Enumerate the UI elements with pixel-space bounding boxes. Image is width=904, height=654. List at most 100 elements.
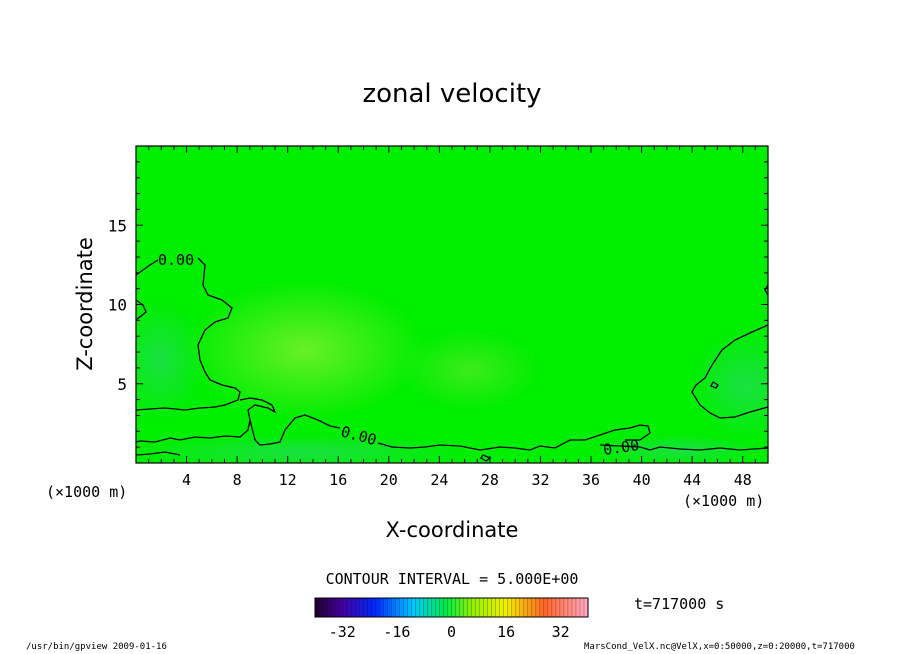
colorbar-cell xyxy=(419,598,424,617)
colorbar-cell xyxy=(519,598,525,617)
colorbar-cell xyxy=(407,598,412,617)
chart-title: zonal velocity xyxy=(362,79,541,109)
colorbar-cell xyxy=(355,598,360,617)
colorbar-cell xyxy=(463,598,469,617)
colorbar-cell xyxy=(543,598,549,617)
x-unit-label-right: (×1000 m) xyxy=(683,492,764,510)
colorbar-cell xyxy=(399,598,404,617)
y-axis-title: Z-coordinate xyxy=(73,237,97,371)
contour-line xyxy=(710,381,719,389)
colorbar-cell xyxy=(559,598,565,617)
positive-anomaly xyxy=(400,330,540,410)
contour-interval-label: CONTOUR INTERVAL = 5.000E+00 xyxy=(326,570,579,588)
colorbar-cell xyxy=(315,598,320,617)
colorbar-cell xyxy=(383,598,388,617)
colorbar-cell xyxy=(387,598,392,617)
x-tick-label: 16 xyxy=(329,471,347,489)
colorbar xyxy=(314,597,589,618)
colorbar-cell xyxy=(555,598,561,617)
colorbar-cell xyxy=(423,598,429,617)
colorbar-cell xyxy=(539,598,545,617)
colorbar-ticks: -32 -16 0 16 32 xyxy=(329,623,570,641)
colorbar-cell xyxy=(471,598,477,617)
colorbar-cell xyxy=(359,598,364,617)
x-axis-title: X-coordinate xyxy=(386,518,519,542)
colorbar-cell xyxy=(483,598,489,617)
colorbar-cell xyxy=(547,598,553,617)
colorbar-cell xyxy=(323,598,328,617)
negative-anomaly xyxy=(690,330,768,440)
colorbar-cell xyxy=(551,598,557,617)
colorbar-cell xyxy=(335,598,340,617)
contour-line xyxy=(599,444,768,451)
colorbar-cell xyxy=(487,598,493,617)
colorbar-tick-label: 16 xyxy=(497,623,515,641)
contour-label: 0.00 xyxy=(158,251,194,269)
colorbar-cell xyxy=(367,598,372,617)
contour-line xyxy=(136,299,147,321)
heatmap-field: 0.00 0.00 0.00 xyxy=(136,146,768,463)
colorbar-cell xyxy=(343,598,348,617)
x-tick-label: 12 xyxy=(279,471,297,489)
colorbar-cell xyxy=(579,598,585,617)
x-tick-label: 24 xyxy=(430,471,448,489)
colorbar-cell xyxy=(531,598,537,617)
colorbar-cell xyxy=(567,598,573,617)
colorbar-cell xyxy=(363,598,368,617)
colorbar-cell xyxy=(347,598,352,617)
colorbar-cell xyxy=(583,598,589,617)
colorbar-tick-label: 0 xyxy=(447,623,456,641)
colorbar-cell xyxy=(507,598,513,617)
colorbar-cell xyxy=(435,598,441,617)
colorbar-cell xyxy=(451,598,457,617)
contour-line xyxy=(136,451,181,456)
colorbar-cell xyxy=(339,598,344,617)
colorbar-cell xyxy=(563,598,569,617)
colorbar-cell xyxy=(331,598,336,617)
negative-anomaly xyxy=(136,434,470,463)
y-axis: 5 10 15 xyxy=(108,161,768,448)
contour-line xyxy=(136,257,241,411)
contour-labels: 0.00 0.00 0.00 xyxy=(158,251,640,459)
colorbar-cell xyxy=(495,598,501,617)
contour-line xyxy=(249,414,341,446)
colorbar-cell xyxy=(375,598,380,617)
contour-label: 0.00 xyxy=(602,436,640,459)
positive-anomaly xyxy=(185,280,425,420)
colorbar-cell xyxy=(371,598,376,617)
colorbar-cell xyxy=(499,598,505,617)
colorbar-cell xyxy=(523,598,529,617)
x-tick-label: 4 xyxy=(182,471,191,489)
colorbar-cell xyxy=(575,598,581,617)
colorbar-cell xyxy=(431,598,437,617)
y-tick-label: 15 xyxy=(108,216,127,235)
colorbar-cell xyxy=(427,598,433,617)
colorbar-cell xyxy=(503,598,509,617)
contour-line xyxy=(764,284,768,296)
x-tick-label: 40 xyxy=(633,471,651,489)
colorbar-cell xyxy=(515,598,521,617)
colorbar-cell xyxy=(535,598,541,617)
contour-line xyxy=(480,454,492,462)
time-label: t=717000 s xyxy=(634,595,724,613)
colorbar-cell xyxy=(403,598,408,617)
colorbar-cell xyxy=(439,598,445,617)
x-tick-label: 48 xyxy=(734,471,752,489)
colorbar-cell xyxy=(319,598,324,617)
x-tick-label: 44 xyxy=(683,471,701,489)
x-tick-label: 36 xyxy=(582,471,600,489)
colorbar-cell xyxy=(511,598,517,617)
colorbar-cell xyxy=(571,598,577,617)
colorbar-frame xyxy=(314,597,589,618)
colorbar-cell xyxy=(447,598,453,617)
negative-anomaly xyxy=(136,300,205,420)
colorbar-cell xyxy=(455,598,461,617)
x-tick-label: 8 xyxy=(233,471,242,489)
colorbar-tick-label: -16 xyxy=(383,623,410,641)
x-tick-label: 28 xyxy=(481,471,499,489)
colorbar-cell xyxy=(459,598,465,617)
colorbar-cell xyxy=(443,598,449,617)
colorbar-cell xyxy=(379,598,384,617)
colorbar-cell xyxy=(467,598,473,617)
